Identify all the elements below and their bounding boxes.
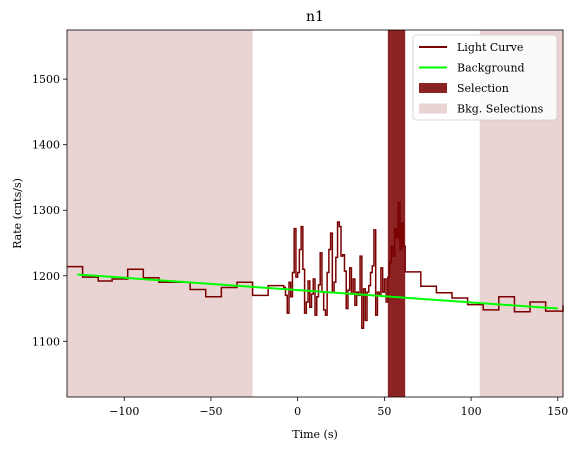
chart-title: n1 [306, 9, 324, 25]
y-axis-label: Rate (cnts/s) [11, 178, 24, 249]
x-tick-label: −50 [199, 405, 222, 418]
legend-label-1: Light Curve [457, 41, 523, 54]
background-series [77, 273, 558, 310]
plot-frame [66, 29, 564, 398]
x-tick-label: −100 [109, 405, 139, 418]
legend-label-2: Background [457, 62, 525, 75]
y-tick-label: 1200 [32, 270, 60, 283]
background-line [77, 273, 558, 310]
light-curve-line [67, 201, 564, 329]
legend-swatch-3 [419, 83, 447, 93]
legend-label-4: Bkg. Selections [457, 103, 544, 116]
x-tick-label: 0 [294, 405, 301, 418]
legend: Light Curve Background Selection Bkg. Selec… [412, 34, 558, 121]
y-tick-label: 1300 [32, 204, 60, 217]
legend-label-3: Selection [457, 82, 509, 95]
x-tick-label: 50 [377, 405, 391, 418]
x-axis-label: Time (s) [292, 428, 338, 441]
y-axis: 1100 1200 1300 1400 1500 [32, 73, 67, 348]
legend-box [412, 34, 558, 121]
light-curve-series [67, 201, 564, 329]
x-axis: −100 −50 0 50 100 150 [109, 397, 568, 418]
selection-band [387, 30, 406, 397]
bkg-selection-1 [67, 30, 253, 397]
y-tick-label: 1400 [32, 139, 60, 152]
y-tick-label: 1100 [32, 335, 60, 348]
legend-swatch-4 [419, 103, 447, 114]
x-tick-label: 150 [547, 405, 568, 418]
x-tick-label: 100 [461, 405, 482, 418]
y-tick-label: 1500 [32, 73, 60, 86]
selection-region [387, 30, 406, 397]
